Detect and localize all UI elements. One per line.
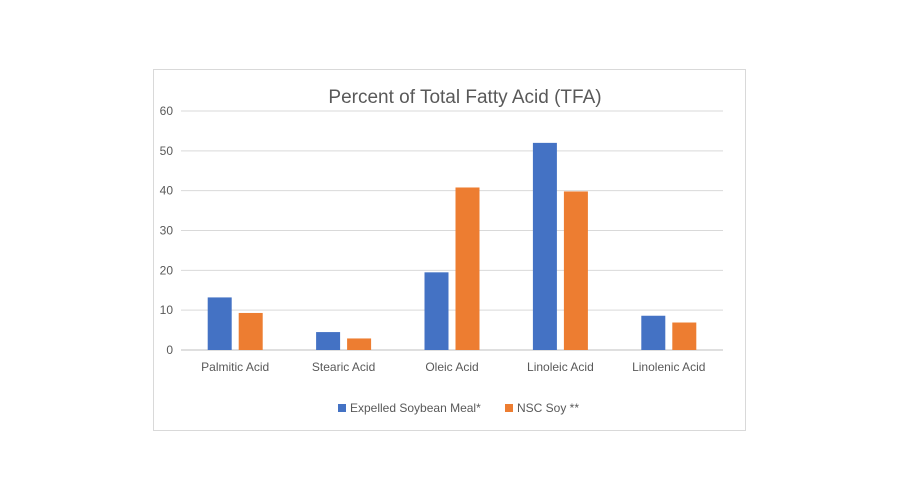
chart-title: Percent of Total Fatty Acid (TFA) (328, 87, 601, 108)
legend-label: NSC Soy ** (517, 401, 579, 415)
bar-expelled-soybean-meal (641, 315, 666, 350)
legend-swatch (338, 404, 346, 412)
y-tick-label: 10 (160, 303, 174, 317)
bar-nsc-soy (347, 338, 372, 350)
x-category-label: Linolenic Acid (632, 360, 705, 374)
legend-item: NSC Soy ** (505, 401, 579, 415)
bar-chart: Percent of Total Fatty Acid (TFA) 0 10 20 3… (160, 87, 723, 415)
y-tick-label: 60 (160, 104, 174, 118)
x-category-label: Oleic Acid (425, 360, 478, 374)
bar-expelled-soybean-meal (424, 272, 449, 350)
bars (207, 142, 697, 350)
y-axis-tick-labels: 0 10 20 30 40 50 60 (160, 104, 174, 357)
x-category-label: Linoleic Acid (527, 360, 594, 374)
legend-item: Expelled Soybean Meal* (338, 401, 481, 415)
bar-nsc-soy (672, 322, 697, 350)
x-axis-category-labels: Palmitic Acid Stearic Acid Oleic Acid Linol… (201, 360, 705, 374)
bar-nsc-soy (455, 187, 480, 350)
y-tick-label: 0 (166, 343, 173, 357)
y-tick-label: 20 (160, 263, 174, 277)
y-tick-label: 30 (160, 224, 174, 238)
gridlines (181, 110, 723, 351)
y-tick-label: 40 (160, 184, 174, 198)
chart-container: Percent of Total Fatty Acid (TFA) 0 10 20 3… (153, 69, 746, 431)
bar-expelled-soybean-meal (207, 297, 232, 350)
bar-nsc-soy (238, 312, 263, 350)
bar-expelled-soybean-meal (532, 142, 557, 350)
x-category-label: Stearic Acid (312, 360, 375, 374)
legend: Expelled Soybean Meal* NSC Soy ** (338, 401, 579, 415)
y-tick-label: 50 (160, 144, 174, 158)
x-category-label: Palmitic Acid (201, 360, 269, 374)
legend-swatch (505, 404, 513, 412)
legend-label: Expelled Soybean Meal* (350, 401, 481, 415)
bar-nsc-soy (563, 191, 588, 350)
bar-expelled-soybean-meal (316, 332, 341, 350)
